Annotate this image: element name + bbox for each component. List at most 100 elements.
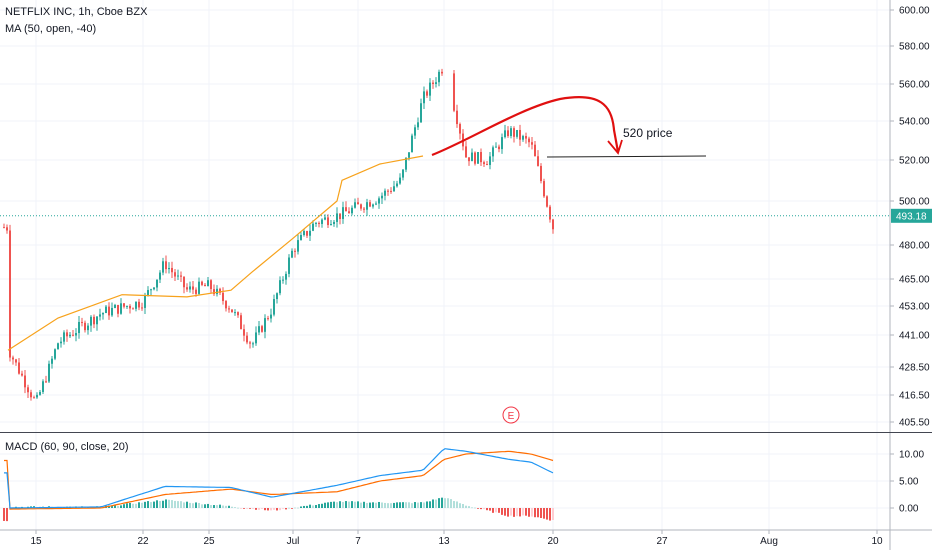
ma-legend: MA (50, open, -40) [5,23,97,35]
candle-body [366,202,368,210]
macd-histogram-bar [456,501,458,508]
macd-histogram-bar [384,502,386,508]
candle-body [489,156,491,165]
candle [183,276,185,294]
candle-body [423,91,425,104]
candle-body [471,152,473,162]
candle [468,157,470,166]
candle-body [141,307,143,309]
candle [510,126,512,139]
macd-histogram-bar [111,505,113,508]
macd-histogram-bar [522,508,524,516]
candle [63,330,65,345]
candle [456,104,458,128]
candle [414,124,416,139]
candle-body [318,222,320,224]
candle-body [258,326,260,333]
macd-histogram-bar [363,501,365,508]
candle-body [213,289,215,295]
macd-histogram-bar [432,499,434,508]
candle-body [477,152,479,164]
macd-histogram-bar [282,508,284,509]
candle-body [180,275,182,277]
macd-histogram-bar [312,505,314,508]
candle [366,198,368,216]
macd-histogram-bar [438,498,440,508]
x-tick-label: 27 [656,536,668,547]
macd-histogram-bar [192,503,194,508]
candle-body [525,136,527,139]
candle [543,178,545,198]
macd-histogram-bar [429,501,431,508]
candle-body [3,227,5,229]
candle [390,187,392,194]
candle-body [72,334,74,336]
macd-histogram-bar [477,508,479,509]
y-tick-label: 540.00 [899,117,930,128]
candle [186,283,188,292]
macd-histogram-bar [240,508,242,509]
macd-histogram-bar [444,498,446,508]
macd-histogram-bar [33,506,35,508]
macd-histogram-bar [471,507,473,509]
candle-body [84,322,86,331]
candle-body [432,82,434,85]
candle [288,254,290,278]
candle-body [480,152,482,163]
macd-histogram-bar [426,501,428,508]
candle-body [165,261,167,270]
candle [453,70,455,113]
candle [126,305,128,310]
candle [201,280,203,287]
candle [303,228,305,237]
candle [261,324,263,333]
x-tick-label: 15 [30,536,42,547]
macd-tick-label: 10.00 [899,450,924,461]
macd-histogram-bar [405,502,407,508]
y-tick-label: 416.50 [899,391,930,402]
candle-body [372,204,374,207]
candle [153,287,155,291]
candle [306,230,308,239]
candle [42,379,44,395]
x-tick-label: 25 [203,536,215,547]
macd-histogram-bar [186,501,188,508]
candle-body [492,147,494,157]
candle [291,248,293,259]
candle-body [546,196,548,207]
macd-histogram-bar [531,508,533,517]
candle-body [348,211,350,214]
target-price-line [546,155,707,158]
macd-histogram-bar [261,508,263,509]
candle [225,300,227,312]
macd-histogram-bar [534,508,536,518]
candle [33,395,35,399]
macd-histogram-bar [231,506,233,508]
macd-histogram-bar [252,508,254,509]
candle-body [195,289,197,294]
candle-body [57,343,59,350]
symbol-title: NETFLIX INC, 1h, Cboe BZX [5,6,148,18]
macd-histogram-bar [420,502,422,508]
macd-histogram-bar [372,502,374,508]
macd-histogram-bar [516,508,518,517]
y-tick-label: 600.00 [899,6,930,17]
candle [405,157,407,173]
y-tick-label: 465.00 [899,275,930,286]
candle [507,126,509,138]
candle [15,358,17,366]
candle [171,261,173,278]
candle [327,214,329,229]
macd-histogram-bar [507,508,509,517]
candle-body [375,203,377,205]
macd-histogram-bar [297,507,299,509]
candle-body [108,306,110,316]
candle [216,285,218,297]
candle-body [303,231,305,236]
macd-histogram-bar [195,502,197,508]
macd-tick-label: 0.00 [899,504,919,515]
x-tick-label: Jul [287,536,300,547]
candle-body [177,275,179,277]
macd-histogram-bar [504,508,506,516]
